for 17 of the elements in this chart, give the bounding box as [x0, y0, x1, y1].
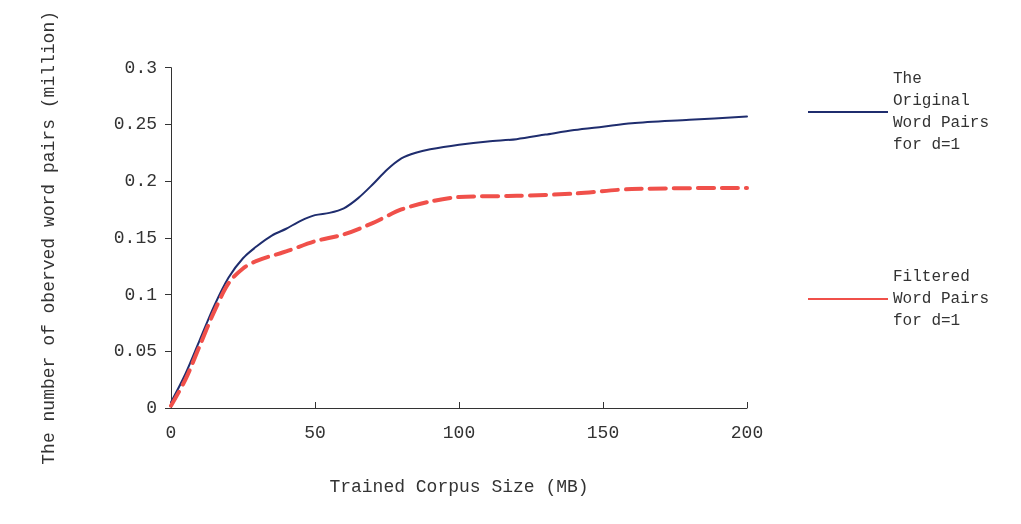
x-tick-label: 200 — [730, 423, 764, 443]
y-tick-label: 0.05 — [113, 341, 157, 362]
x-tick-label: 0 — [165, 423, 177, 443]
y-axis-title: The number of oberved word pairs (million) — [39, 10, 59, 465]
y-tick-label: 0.3 — [124, 57, 157, 78]
y-tick-label: 0 — [146, 398, 157, 418]
legend-label: Filtered Word Pairs for d=1 — [893, 268, 999, 330]
x-tick-label: 150 — [586, 423, 620, 443]
line-series — [170, 115, 748, 404]
legend-label: The Original Word Pairs for d=1 — [893, 70, 999, 154]
y-tick-label: 0.25 — [113, 114, 157, 135]
x-axis-title: Trained Corpus Size (MB) — [329, 477, 589, 497]
y-tick-label: 0.2 — [124, 171, 157, 192]
x-tick-label: 100 — [442, 423, 476, 443]
x-tick-label: 50 — [304, 423, 326, 443]
y-tick-label: 0.1 — [124, 284, 157, 305]
y-tick-label: 0.15 — [113, 227, 157, 248]
